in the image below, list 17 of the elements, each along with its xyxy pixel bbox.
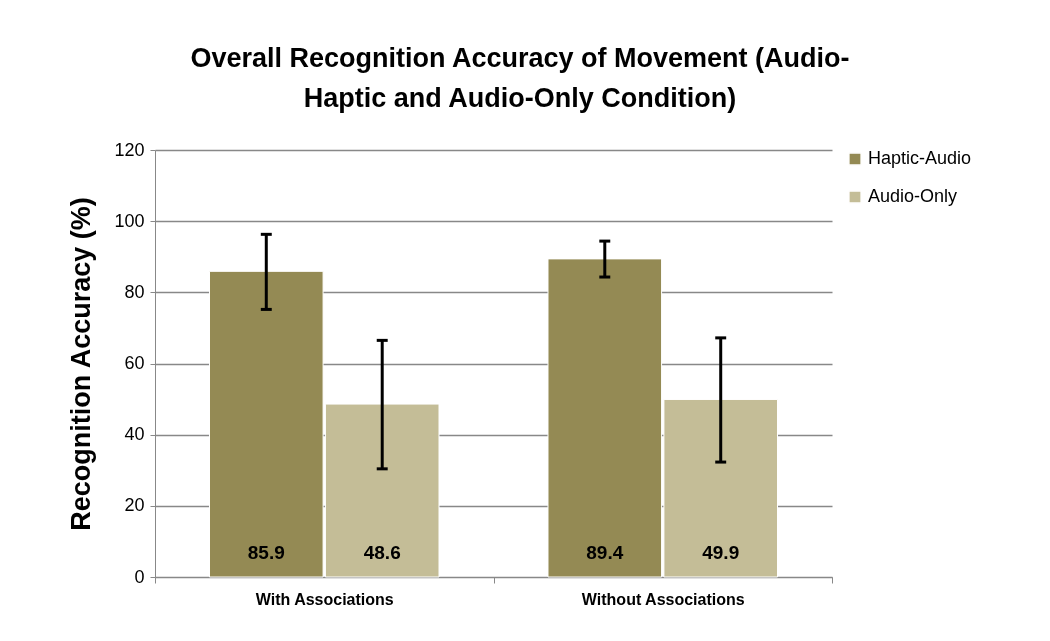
y-tick-label: 80: [124, 281, 145, 302]
data-label: 48.6: [363, 542, 401, 563]
x-tick-label: Without Associations: [581, 590, 745, 608]
x-tick-label: With Associations: [255, 590, 394, 608]
data-label: 49.9: [702, 542, 740, 563]
y-tick-label: 20: [124, 495, 145, 516]
y-tick-label: 120: [114, 139, 145, 160]
legend-label: Haptic-Audio: [868, 148, 972, 168]
data-label: 85.9: [247, 542, 285, 563]
y-tick-label: 100: [114, 210, 145, 231]
y-axis-title: Recognition Accuracy (%): [66, 197, 97, 531]
y-tick-label: 0: [134, 566, 145, 587]
chart-title: Overall Recognition Accuracy of Movement (Audio-Haptic and Audio-Only Condition): [190, 43, 850, 113]
y-tick-label: 60: [124, 353, 145, 373]
legend-label: Audio-Only: [868, 186, 958, 206]
data-label: 89.4: [586, 542, 624, 563]
y-tick-label: 40: [124, 424, 145, 445]
